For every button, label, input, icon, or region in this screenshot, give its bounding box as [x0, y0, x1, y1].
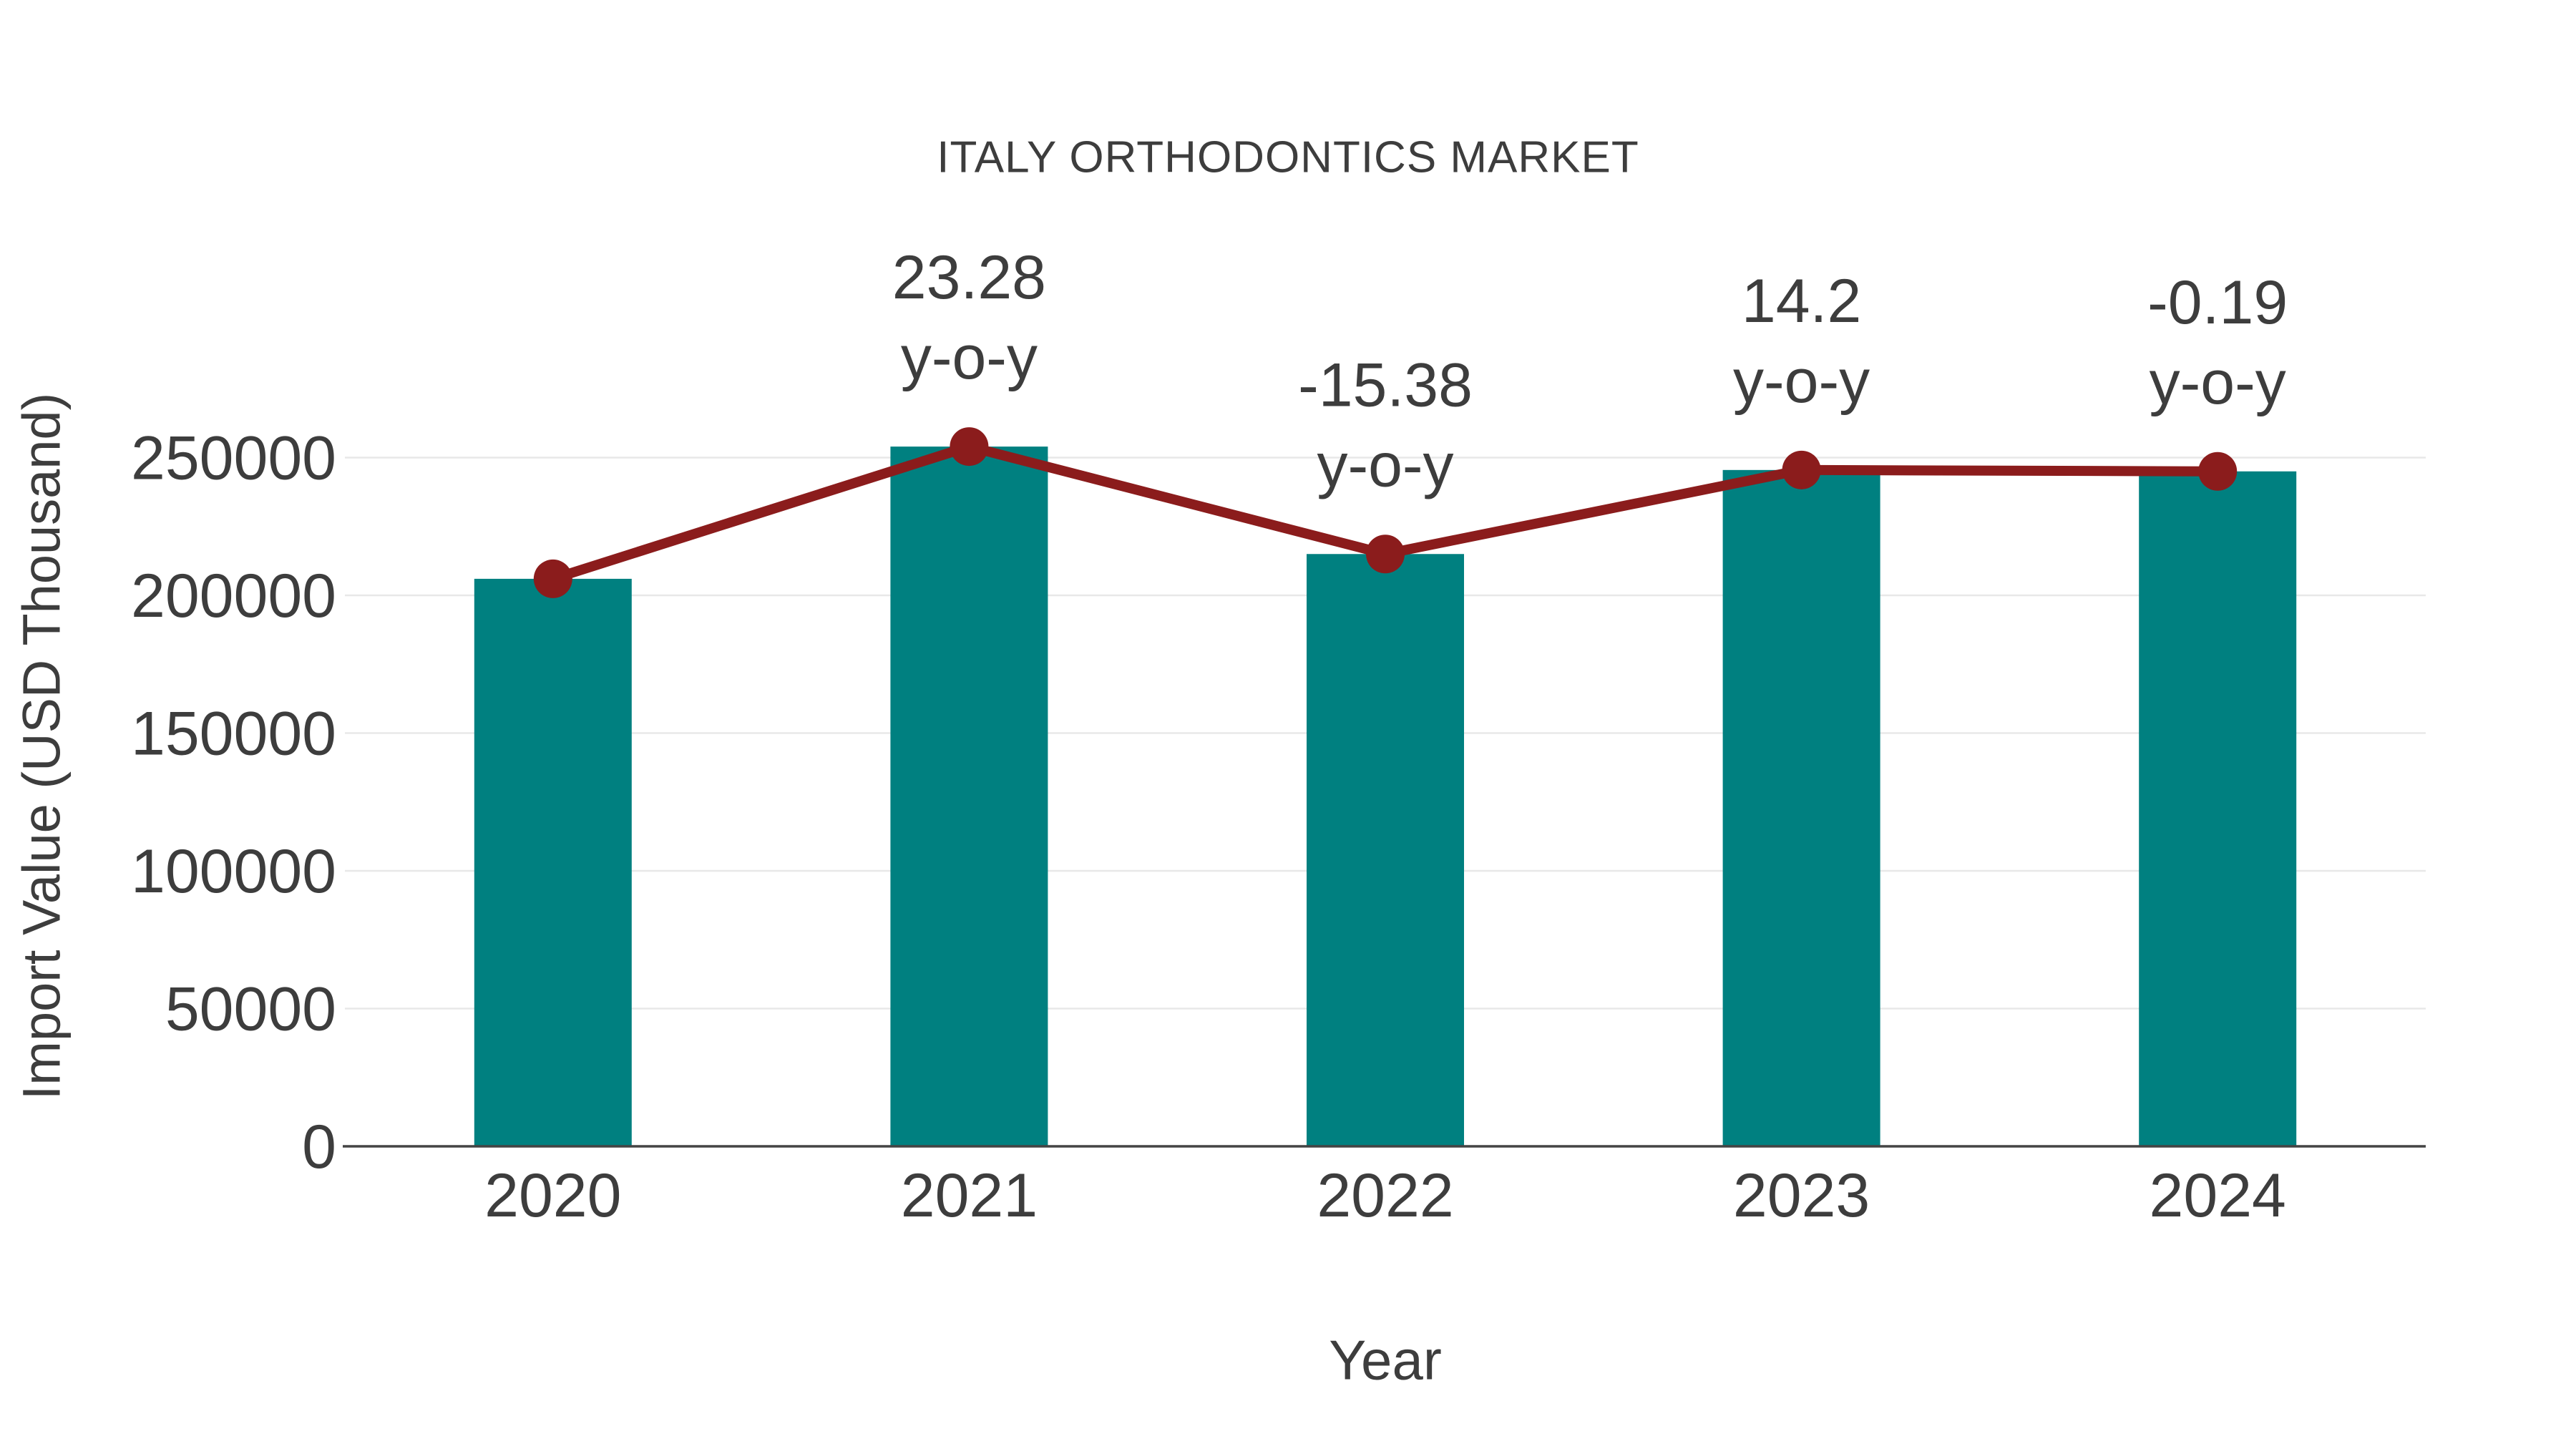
x-tick-label-2023: 2023 [1733, 1161, 1870, 1230]
y-tick-label-250000: 250000 [131, 424, 336, 493]
marker-2024 [2198, 452, 2238, 491]
marker-2023 [1782, 450, 1821, 489]
annotation-label-2024: y-o-y [2150, 348, 2286, 417]
annotation-label-2023: y-o-y [1733, 347, 1870, 416]
y-tick-label-0: 0 [302, 1113, 336, 1181]
chart-title: ITALY ORTHODONTICS MARKET [937, 132, 1639, 182]
y-tick-label-100000: 100000 [131, 837, 336, 906]
x-axis-title: Year [1329, 1328, 1442, 1392]
bar-2021 [890, 447, 1048, 1146]
y-tick-label-200000: 200000 [131, 562, 336, 630]
bar-2020 [474, 578, 632, 1146]
marker-2022 [1366, 535, 1405, 574]
x-tick-label-2021: 2021 [901, 1161, 1038, 1230]
bar-2022 [1307, 554, 1464, 1146]
bar-2023 [1722, 469, 1880, 1146]
annotation-label-2022: y-o-y [1317, 431, 1453, 499]
annotation-value-2023: 14.2 [1742, 267, 1861, 336]
marker-2021 [950, 427, 989, 467]
y-axis-title: Import Value (USD Thousand) [11, 392, 72, 1101]
annotation-label-2021: y-o-y [901, 323, 1038, 392]
annotation-value-2022: -15.38 [1298, 351, 1473, 419]
x-tick-label-2022: 2022 [1317, 1161, 1453, 1230]
bar-2024 [2139, 471, 2297, 1146]
marker-2020 [533, 559, 572, 598]
y-tick-label-50000: 50000 [165, 975, 336, 1044]
annotation-value-2024: -0.19 [2147, 268, 2288, 337]
x-tick-label-2020: 2020 [484, 1161, 621, 1230]
y-tick-label-150000: 150000 [131, 700, 336, 769]
annotation-value-2021: 23.28 [892, 243, 1046, 312]
x-tick-label-2024: 2024 [2150, 1161, 2286, 1230]
